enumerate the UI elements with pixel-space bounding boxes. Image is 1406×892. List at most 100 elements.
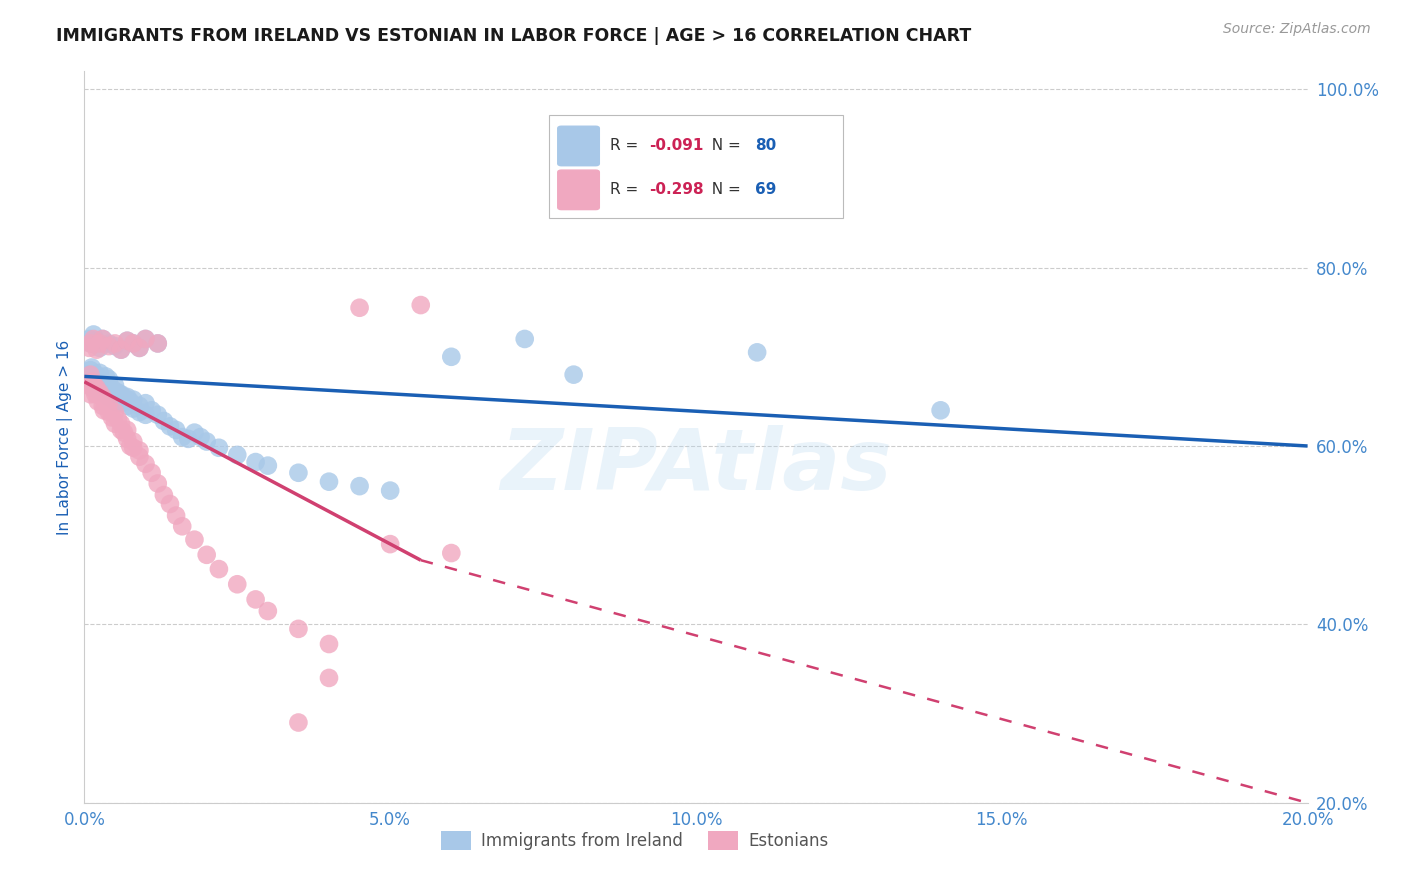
Point [115,334,138,348]
Point [122,336,145,351]
Point [104,339,127,353]
Point [135,396,157,410]
Text: R =: R = [610,138,644,153]
Point [380,483,402,498]
Point [122,336,145,351]
Point [135,408,157,422]
Point [83,376,105,391]
Point [76,368,98,382]
Point [122,441,145,455]
Point [245,455,267,469]
Point [122,401,145,416]
Point [91,332,114,346]
Point [190,430,212,444]
Point [115,432,138,446]
Text: ZIPAtlas: ZIPAtlas [501,425,891,508]
Point [128,405,150,419]
Point [101,381,124,395]
Point [128,399,150,413]
Point [87,376,110,391]
Point [226,577,249,591]
Point [84,375,107,389]
Point [287,466,309,480]
Point [77,332,100,346]
Point [349,479,371,493]
Point [128,341,150,355]
Point [513,332,536,346]
Point [929,403,952,417]
Point [91,399,114,413]
Point [146,408,169,422]
Point [165,423,187,437]
Point [141,466,163,480]
FancyBboxPatch shape [558,170,599,210]
Point [380,537,402,551]
Point [104,417,127,431]
Point [318,637,340,651]
Point [93,403,115,417]
Point [747,345,769,359]
Point [110,396,132,410]
Point [115,399,138,413]
Point [153,488,176,502]
Point [89,366,111,380]
Text: N =: N = [702,138,745,153]
Point [183,425,205,440]
Point [77,341,100,355]
Point [86,334,108,348]
Point [110,423,132,437]
Text: N =: N = [702,182,745,197]
Point [146,476,169,491]
Point [89,385,111,400]
Point [122,434,145,449]
Point [257,604,280,618]
Point [172,430,194,444]
Point [165,508,187,523]
Point [79,336,101,351]
Point [83,381,105,395]
Text: R =: R = [610,182,644,197]
Point [624,162,647,177]
Point [122,392,145,407]
Point [97,390,120,404]
Point [409,298,432,312]
Point [183,533,205,547]
Text: 69: 69 [755,182,776,197]
FancyBboxPatch shape [558,126,599,166]
Text: -0.298: -0.298 [650,182,704,197]
Point [128,443,150,458]
Point [94,385,117,400]
Point [97,372,120,386]
Point [97,405,120,419]
Point [141,403,163,417]
Point [115,423,138,437]
Point [115,390,138,404]
Point [91,376,114,391]
Point [97,339,120,353]
Point [80,375,103,389]
Point [89,336,111,351]
Point [104,394,127,409]
Point [287,715,309,730]
Point [128,450,150,464]
FancyBboxPatch shape [550,115,842,218]
Point [77,375,100,389]
Point [98,385,121,400]
Point [79,336,101,351]
Point [76,376,98,391]
Point [245,592,267,607]
Point [172,519,194,533]
Point [86,381,108,395]
Text: -0.091: -0.091 [650,138,704,153]
Point [89,381,111,395]
Point [146,336,169,351]
Point [440,546,463,560]
Point [153,414,176,428]
Point [208,562,231,576]
Point [86,372,108,386]
Point [91,385,114,400]
Point [112,390,135,404]
Point [562,368,585,382]
Point [97,378,120,392]
Point [94,394,117,409]
